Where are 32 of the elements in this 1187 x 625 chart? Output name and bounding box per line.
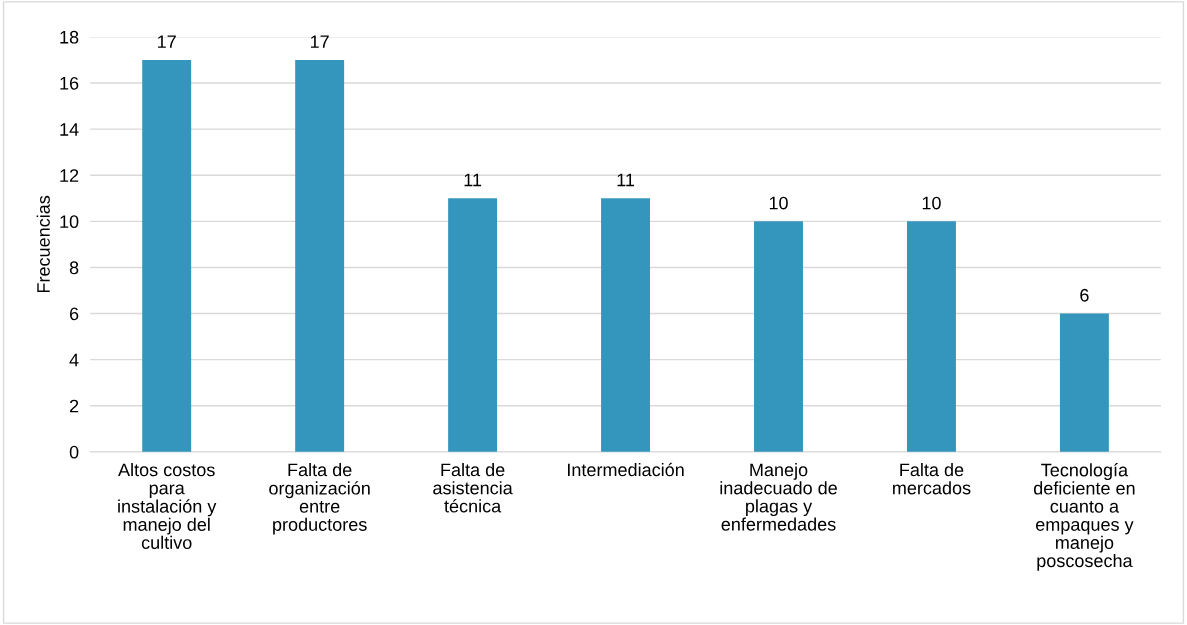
x-tick-label: Falta de mercados xyxy=(893,462,971,495)
y-tick-label: 4 xyxy=(69,353,79,367)
data-label: 11 xyxy=(617,173,635,187)
bar xyxy=(906,221,956,452)
bar xyxy=(448,198,498,452)
data-label: 11 xyxy=(464,173,482,187)
bar xyxy=(1059,313,1109,452)
x-tick-label: Falta de organización entre productores xyxy=(269,462,370,535)
y-tick-label: 14 xyxy=(60,123,79,136)
bar xyxy=(295,59,345,452)
bar xyxy=(601,198,651,452)
bar xyxy=(142,59,192,452)
data-label: 10 xyxy=(769,196,788,210)
y-tick-label: 10 xyxy=(60,215,79,229)
y-tick-label: 8 xyxy=(69,261,79,275)
data-label: 17 xyxy=(158,35,176,48)
x-tick-label: Manejo inadecuado de plagas y enfermedades xyxy=(720,462,837,531)
y-tick-label: 12 xyxy=(60,169,79,182)
x-tick-label: Tecnología deficiente en cuanto a empaques y manejo poscosecha xyxy=(1033,462,1135,571)
y-tick-label: 16 xyxy=(60,76,79,90)
x-tick-label: Intermediación xyxy=(568,462,684,477)
x-tick-label: Falta de asistencia técnica xyxy=(433,462,513,513)
data-label: 10 xyxy=(922,196,941,210)
y-tick-label: 6 xyxy=(69,307,79,321)
data-label: 6 xyxy=(1080,288,1089,302)
x-tick-label: Altos costos para instalación y manejo del cultivo xyxy=(118,462,217,550)
y-axis-title: Frecuencias xyxy=(36,195,50,293)
y-tick-label: 2 xyxy=(69,399,79,413)
data-label: 17 xyxy=(310,35,329,48)
y-tick-label: 0 xyxy=(69,445,79,459)
y-tick-label: 18 xyxy=(60,30,79,44)
bar xyxy=(754,221,803,452)
